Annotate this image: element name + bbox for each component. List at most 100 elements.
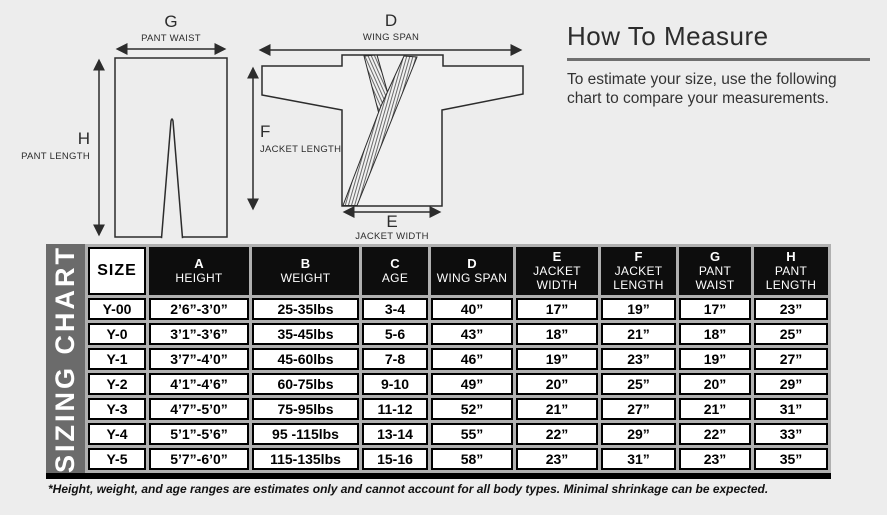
- value-cell: 58”: [431, 448, 513, 470]
- value-cell: 29”: [601, 423, 676, 445]
- size-cell: Y-4: [88, 423, 146, 445]
- pant-length-letter: H: [78, 129, 90, 148]
- jacket-outline: [261, 54, 524, 207]
- value-cell: 35-45lbs: [252, 323, 359, 345]
- value-cell: 23”: [516, 448, 598, 470]
- table-body: Y-00 2’6”-3’0” 25-35lbs 3-4 40” 17” 19” 17” 23” Y…: [88, 298, 828, 470]
- pant-length-label: PANT LENGTH: [21, 151, 90, 162]
- value-cell: 115-135lbs: [252, 448, 359, 470]
- value-cell: 19”: [516, 348, 598, 370]
- column-name: PANT WAIST: [695, 264, 735, 292]
- column-letter: F: [634, 249, 643, 264]
- wing-span-label: WING SPAN: [363, 32, 419, 43]
- jacket-width-label: JACKET WIDTH: [355, 231, 429, 240]
- footnote: *Height, weight, and age ranges are esti…: [48, 482, 769, 496]
- column-letter: C: [390, 256, 400, 271]
- section-description: To estimate your size, use the following…: [567, 71, 837, 107]
- value-cell: 2’6”-3’0”: [149, 298, 249, 320]
- column-letter: G: [709, 249, 721, 264]
- value-cell: 31”: [754, 398, 828, 420]
- size-cell: Y-5: [88, 448, 146, 470]
- measurement-diagram: G PANT WAIST H PANT LENGTH D WING SPAN F…: [21, 11, 524, 240]
- table-header-row: SIZE A HEIGHT B WEIGHT C AGE D WING SPAN E JACKET …: [88, 247, 828, 295]
- jacket-length-label: JACKET LENGTH: [260, 144, 341, 155]
- value-cell: 22”: [516, 423, 598, 445]
- column-header-f: F JACKET LENGTH: [601, 247, 676, 295]
- value-cell: 11-12: [362, 398, 428, 420]
- value-cell: 18”: [679, 323, 751, 345]
- value-cell: 7-8: [362, 348, 428, 370]
- column-name: AGE: [381, 271, 409, 285]
- size-cell: Y-1: [88, 348, 146, 370]
- jacket-width-letter: E: [386, 212, 397, 231]
- how-to-measure-section: How To Measure To estimate your size, us…: [567, 21, 877, 108]
- value-cell: 55”: [431, 423, 513, 445]
- table-row-y-0: Y-0 3’1”-3’6” 35-45lbs 5-6 43” 18” 21” 18” 25”: [88, 323, 828, 345]
- wing-span-letter: D: [385, 11, 397, 30]
- sizing-chart-side-band: SIZING CHART: [46, 244, 85, 473]
- size-cell: Y-2: [88, 373, 146, 395]
- value-cell: 17”: [516, 298, 598, 320]
- value-cell: 20”: [679, 373, 751, 395]
- pants-leg-split: [160, 118, 184, 239]
- value-cell: 19”: [601, 298, 676, 320]
- table-row-y-00: Y-00 2’6”-3’0” 25-35lbs 3-4 40” 17” 19” 17” 23”: [88, 298, 828, 320]
- table-row-y-1: Y-1 3’7”-4’0” 45-60lbs 7-8 46” 19” 23” 19” 27”: [88, 348, 828, 370]
- column-name: HEIGHT: [175, 271, 223, 285]
- section-title: How To Measure: [567, 21, 769, 51]
- value-cell: 19”: [679, 348, 751, 370]
- column-header-size: SIZE: [88, 247, 146, 295]
- column-header-h: H PANT LENGTH: [754, 247, 828, 295]
- column-name: JACKET LENGTH: [613, 264, 664, 292]
- jacket-right-lapel: [342, 55, 418, 206]
- column-letter: A: [194, 256, 204, 271]
- value-cell: 3-4: [362, 298, 428, 320]
- value-cell: 18”: [516, 323, 598, 345]
- value-cell: 5’1”-5’6”: [149, 423, 249, 445]
- value-cell: 13-14: [362, 423, 428, 445]
- column-header-b: B WEIGHT: [252, 247, 359, 295]
- pant-waist-letter: G: [164, 12, 177, 31]
- value-cell: 9-10: [362, 373, 428, 395]
- value-cell: 25”: [601, 373, 676, 395]
- column-name: PANT LENGTH: [765, 264, 817, 292]
- column-header-d: D WING SPAN: [431, 247, 513, 295]
- pants-diagram: G PANT WAIST H PANT LENGTH: [21, 12, 228, 239]
- column-header-e: E JACKET WIDTH: [516, 247, 598, 295]
- sizing-table: SIZE A HEIGHT B WEIGHT C AGE D WING SPAN E JACKET …: [85, 244, 831, 473]
- value-cell: 3’1”-3’6”: [149, 323, 249, 345]
- value-cell: 25-35lbs: [252, 298, 359, 320]
- value-cell: 29”: [754, 373, 828, 395]
- value-cell: 5-6: [362, 323, 428, 345]
- value-cell: 21”: [516, 398, 598, 420]
- size-cell: Y-3: [88, 398, 146, 420]
- value-cell: 17”: [679, 298, 751, 320]
- value-cell: 46”: [431, 348, 513, 370]
- column-letter: E: [552, 249, 562, 264]
- column-letter: H: [786, 249, 796, 264]
- value-cell: 23”: [601, 348, 676, 370]
- table-row-y-2: Y-2 4’1”-4’6” 60-75lbs 9-10 49” 20” 25” 20” 29”: [88, 373, 828, 395]
- value-cell: 4’1”-4’6”: [149, 373, 249, 395]
- value-cell: 23”: [679, 448, 751, 470]
- jacket-diagram: D WING SPAN F JACKET LENGTH E JACKET WID…: [247, 11, 524, 240]
- value-cell: 15-16: [362, 448, 428, 470]
- value-cell: 4’7”-5’0”: [149, 398, 249, 420]
- value-cell: 95 -115lbs: [252, 423, 359, 445]
- size-cell: Y-0: [88, 323, 146, 345]
- column-name: JACKET WIDTH: [533, 264, 581, 292]
- value-cell: 43”: [431, 323, 513, 345]
- table-row-y-3: Y-3 4’7”-5’0” 75-95lbs 11-12 52” 21” 27” 21” 31”: [88, 398, 828, 420]
- column-letter: D: [467, 256, 477, 271]
- value-cell: 22”: [679, 423, 751, 445]
- value-cell: 35”: [754, 448, 828, 470]
- title-underline: [567, 58, 870, 61]
- sizing-chart: SIZING CHART SIZE A HEIGHT B WEIGHT C AGE D WING…: [46, 244, 831, 479]
- table-row-y-5: Y-5 5’7”-6’0” 115-135lbs 15-16 58” 23” 31” 23” 3…: [88, 448, 828, 470]
- size-cell: Y-00: [88, 298, 146, 320]
- value-cell: 40”: [431, 298, 513, 320]
- value-cell: 45-60lbs: [252, 348, 359, 370]
- pant-waist-label: PANT WAIST: [141, 33, 201, 44]
- value-cell: 49”: [431, 373, 513, 395]
- value-cell: 75-95lbs: [252, 398, 359, 420]
